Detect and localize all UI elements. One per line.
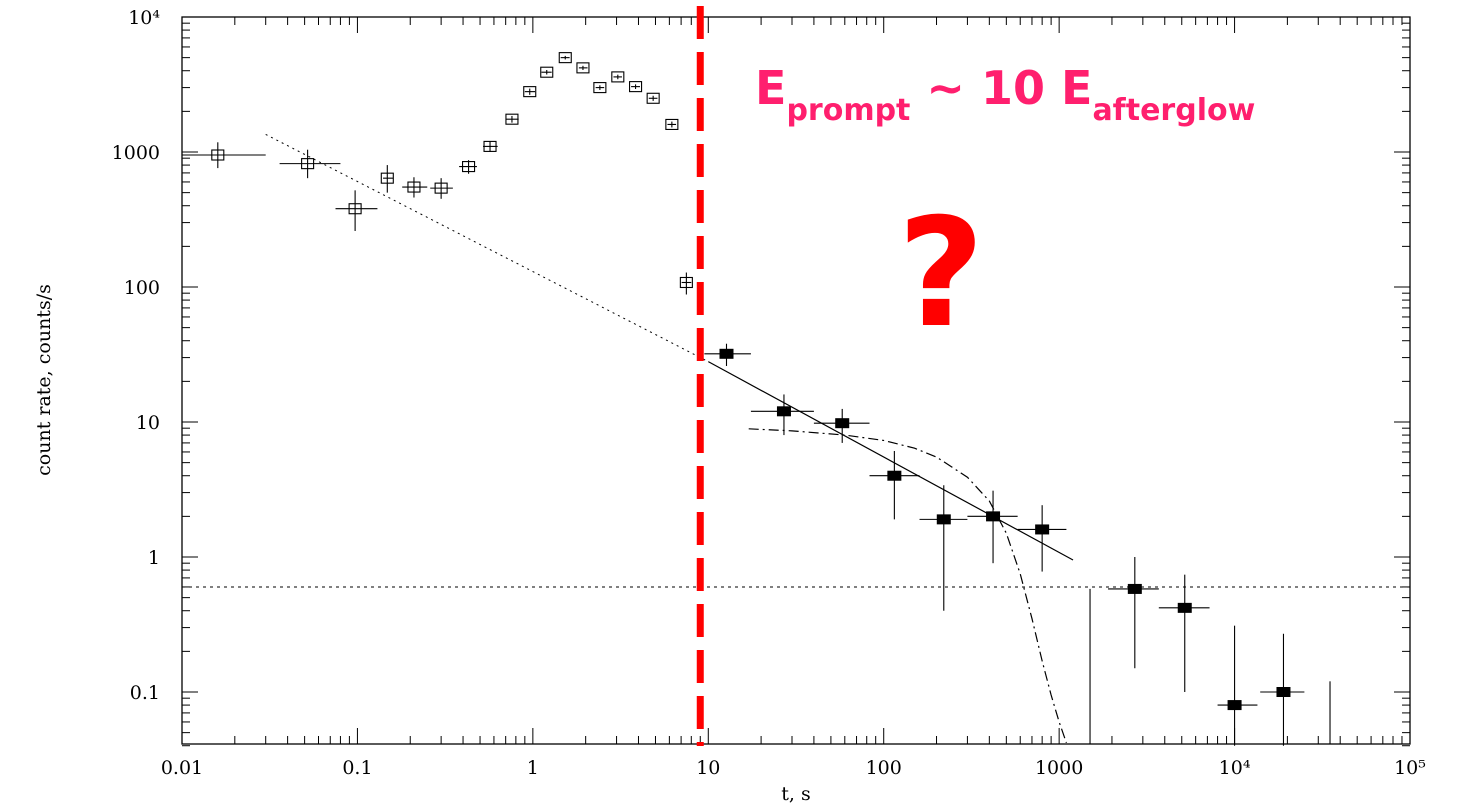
filled-square-point: [1217, 625, 1258, 746]
open-square-marker: [576, 62, 590, 74]
dotted-powerlaw-line: [265, 133, 709, 363]
open-square-point: [483, 140, 498, 152]
open-square-point: [335, 190, 378, 231]
question-mark: ?: [897, 187, 984, 361]
open-square-marker: [665, 118, 679, 130]
data-points: [182, 52, 1305, 746]
x-tick-label: 100: [866, 757, 902, 779]
filled-square-marker: [1227, 700, 1242, 711]
open-square-marker: [301, 158, 315, 170]
x-tick-label: 1000: [1035, 757, 1083, 779]
filled-square-marker: [887, 470, 902, 481]
filled-square-point: [1158, 574, 1210, 692]
filled-square-point: [967, 490, 1018, 564]
x-axis-title: t, s: [781, 783, 810, 805]
x-tick-label: 0.01: [161, 757, 203, 779]
open-square-point: [646, 92, 660, 104]
open-square-point: [402, 177, 428, 198]
x-tick-label: 10⁴: [1219, 757, 1251, 779]
open-square-marker: [646, 92, 660, 104]
energy-sub-prompt: prompt: [786, 93, 910, 128]
open-square-point: [576, 62, 590, 74]
filled-square-point: [1017, 505, 1067, 572]
open-square-point: [558, 52, 572, 64]
y-tick-label: 1: [148, 547, 160, 569]
filled-square-point: [704, 343, 751, 366]
energy-ratio-annotation: Eprompt ~ 10 Eafterglow: [755, 61, 1255, 128]
y-tick-label: 10⁴: [128, 7, 160, 29]
open-square-point: [629, 81, 643, 93]
filled-square-marker: [986, 511, 1001, 522]
open-square-point: [380, 165, 394, 193]
open-square-point: [430, 178, 453, 199]
plot-frame: [181, 16, 1411, 745]
x-tick-label: 10⁵: [1394, 757, 1426, 779]
filled-square-marker: [719, 348, 734, 359]
filled-square-marker: [1276, 687, 1291, 697]
filled-square-marker: [1177, 602, 1192, 613]
filled-square-marker: [936, 514, 951, 525]
open-square-marker: [462, 161, 476, 173]
y-axis-title: count rate, counts/s: [33, 284, 55, 476]
open-square-point: [505, 113, 519, 125]
open-square-marker: [380, 172, 394, 184]
open-square-marker: [679, 276, 693, 289]
filled-square-marker: [776, 406, 791, 417]
solid-powerlaw-line: [707, 361, 1074, 561]
y-tick-label: 0.1: [130, 682, 160, 704]
filled-square-point: [750, 394, 814, 436]
open-square-marker: [611, 71, 625, 83]
x-tick-label: 1: [527, 757, 539, 779]
filled-square-point: [1108, 557, 1159, 669]
axis-tick-labels: 0.01 0.1 1 10 100 1000 10⁴ 10⁵ 0.1 1 10 100 1000 10⁴: [112, 7, 1426, 779]
energy-E1: E: [755, 61, 786, 115]
filled-square-point: [869, 450, 920, 520]
open-square-point: [279, 149, 341, 179]
y-tick-label: 10: [136, 412, 160, 434]
open-square-point: [593, 82, 607, 94]
open-square-marker: [540, 66, 554, 78]
y-tick-label: 1000: [112, 142, 160, 164]
open-square-marker: [593, 82, 607, 94]
open-square-marker: [505, 113, 519, 125]
filled-square-marker: [1035, 524, 1050, 535]
filled-square-point: [919, 485, 968, 611]
open-square-point: [611, 71, 625, 83]
open-square-marker: [434, 182, 448, 194]
axis-ticks: [181, 16, 1411, 747]
open-square-point: [540, 66, 554, 78]
energy-mid: ~ 10 E: [910, 61, 1092, 115]
open-square-marker: [211, 149, 225, 161]
filled-square-point: [1260, 633, 1305, 746]
energy-sub-afterglow: afterglow: [1092, 93, 1255, 128]
open-square-marker: [407, 181, 421, 193]
upper-limits: [1089, 588, 1331, 744]
y-tick-label: 100: [124, 277, 160, 299]
open-square-marker: [348, 203, 362, 215]
filled-square-point: [813, 408, 870, 443]
open-square-point: [523, 86, 537, 98]
open-square-marker: [523, 86, 537, 98]
open-square-marker: [483, 140, 497, 152]
open-square-point: [182, 142, 266, 169]
open-square-point: [679, 272, 693, 295]
filled-square-marker: [835, 418, 850, 429]
open-square-marker: [629, 81, 643, 93]
open-square-point: [459, 160, 477, 174]
x-tick-label: 10: [696, 757, 720, 779]
open-square-point: [665, 118, 679, 130]
x-tick-label: 0.1: [342, 757, 372, 779]
dash-dot-model-curve: [748, 428, 1067, 744]
filled-square-marker: [1127, 583, 1142, 594]
model-lines: [182, 133, 1410, 744]
open-square-marker: [558, 52, 572, 64]
